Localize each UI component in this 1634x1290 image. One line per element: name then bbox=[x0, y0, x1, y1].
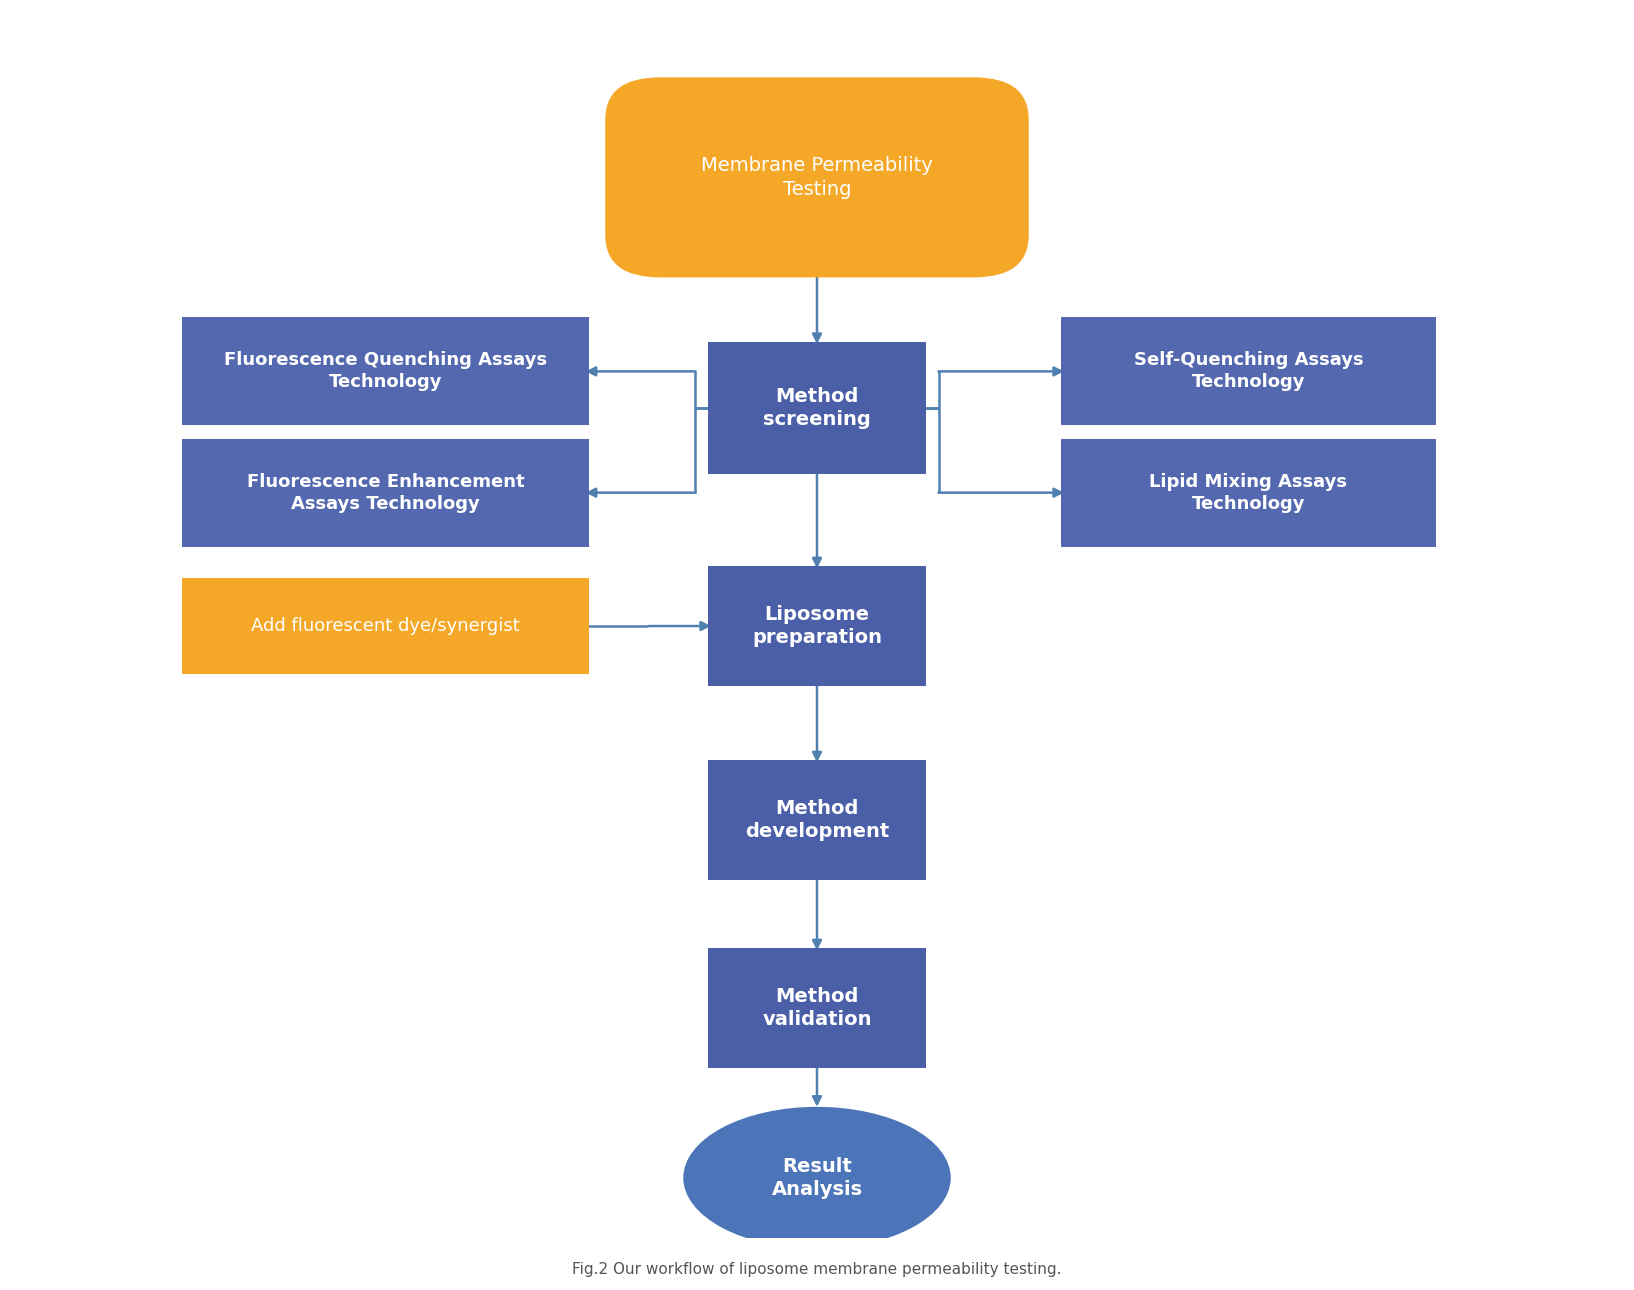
FancyBboxPatch shape bbox=[605, 77, 1029, 277]
FancyBboxPatch shape bbox=[1060, 439, 1436, 547]
Text: Lipid Mixing Assays
Technology: Lipid Mixing Assays Technology bbox=[1149, 472, 1348, 512]
FancyBboxPatch shape bbox=[183, 578, 588, 673]
Text: Method
validation: Method validation bbox=[761, 987, 873, 1029]
Text: Self-Quenching Assays
Technology: Self-Quenching Assays Technology bbox=[1134, 351, 1363, 391]
Ellipse shape bbox=[683, 1107, 951, 1249]
Text: Method
screening: Method screening bbox=[763, 387, 871, 430]
Text: Liposome
preparation: Liposome preparation bbox=[752, 605, 882, 648]
FancyBboxPatch shape bbox=[183, 439, 588, 547]
Text: Add fluorescent dye/synergist: Add fluorescent dye/synergist bbox=[252, 617, 520, 635]
Text: Fig.2 Our workflow of liposome membrane permeability testing.: Fig.2 Our workflow of liposome membrane … bbox=[572, 1262, 1062, 1277]
Text: Membrane Permeability
Testing: Membrane Permeability Testing bbox=[701, 156, 933, 199]
FancyBboxPatch shape bbox=[183, 317, 588, 426]
FancyBboxPatch shape bbox=[708, 566, 926, 686]
FancyBboxPatch shape bbox=[708, 342, 926, 473]
Text: Method
development: Method development bbox=[745, 799, 889, 841]
FancyBboxPatch shape bbox=[708, 948, 926, 1068]
Text: Fluorescence Enhancement
Assays Technology: Fluorescence Enhancement Assays Technolo… bbox=[247, 472, 525, 512]
Text: Fluorescence Quenching Assays
Technology: Fluorescence Quenching Assays Technology bbox=[224, 351, 547, 391]
FancyBboxPatch shape bbox=[1060, 317, 1436, 426]
FancyBboxPatch shape bbox=[708, 760, 926, 880]
Text: Result
Analysis: Result Analysis bbox=[771, 1157, 863, 1198]
